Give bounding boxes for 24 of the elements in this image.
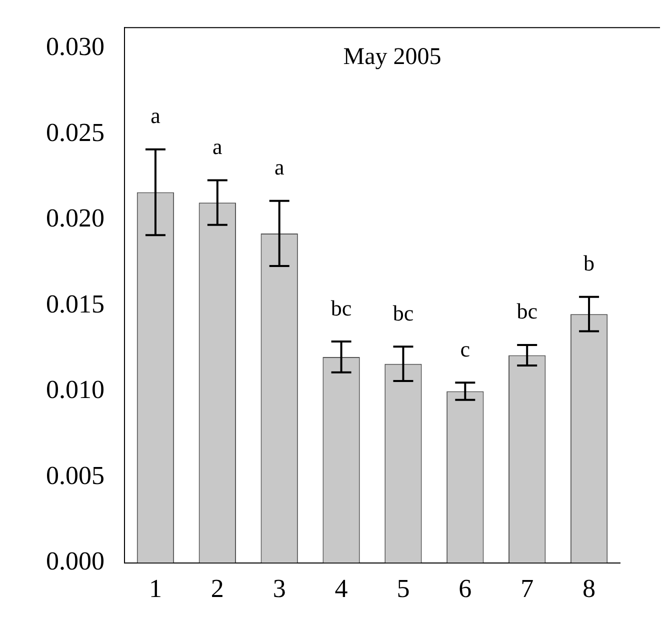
annotation: a	[274, 154, 284, 180]
annotation: a	[150, 103, 161, 128]
x-tick-label: 3	[272, 574, 286, 604]
y-tick-label: 0.030	[46, 32, 104, 62]
y-tick-label: 0.015	[46, 289, 104, 318]
y-tick-label: 0.010	[46, 375, 104, 404]
annotation: a	[212, 134, 223, 160]
y-tick-label: 0.000	[46, 546, 104, 576]
annotation: bc	[330, 295, 352, 320]
y-tick-label: 0.020	[46, 204, 104, 233]
text: May 2005	[343, 44, 442, 70]
x-tick-label: 6	[458, 574, 472, 604]
x-tick-label: 7	[520, 574, 534, 604]
x-tick-label: 8	[582, 574, 596, 604]
x-tick-label: 2	[210, 574, 224, 604]
y-tick-label: 0.005	[46, 460, 104, 490]
annotation: bc	[516, 298, 538, 324]
x-tick-label: 4	[334, 574, 348, 604]
annotation: b	[584, 250, 595, 276]
x-tick-label: 1	[148, 574, 162, 604]
y-tick-label: 0.025	[46, 118, 104, 147]
annotation: c	[460, 336, 470, 362]
x-tick-label: 5	[396, 574, 410, 604]
annotation: bc	[392, 300, 414, 326]
